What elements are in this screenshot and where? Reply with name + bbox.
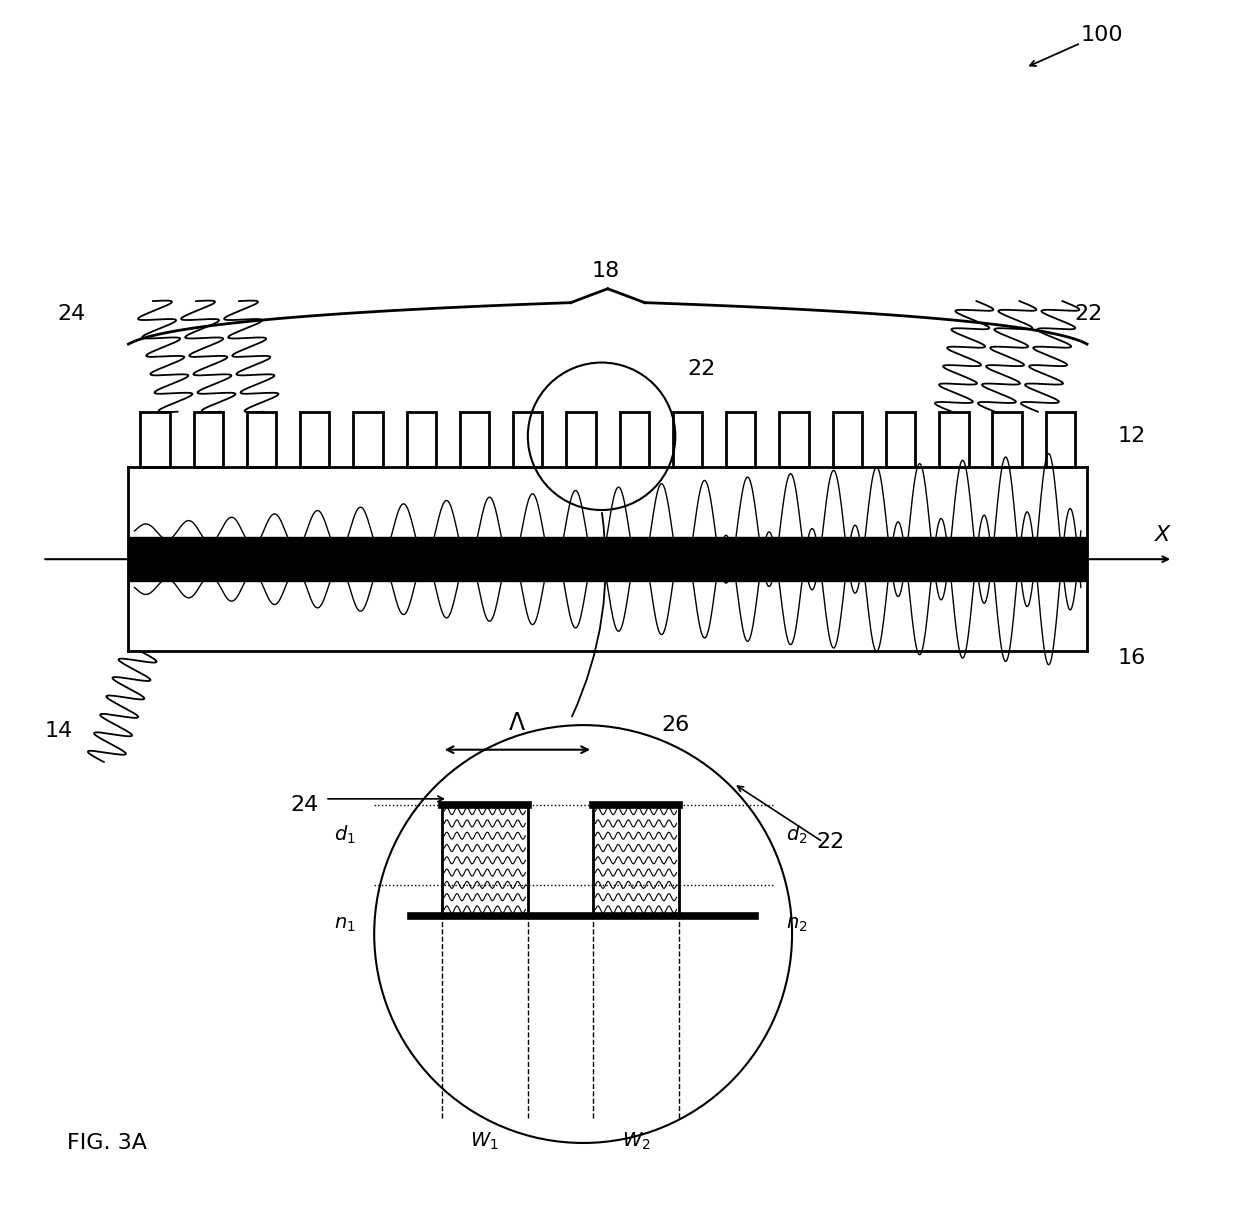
- Bar: [833, 412, 862, 467]
- Bar: [939, 412, 968, 467]
- Bar: [780, 412, 808, 467]
- Text: 14: 14: [45, 721, 73, 741]
- Bar: [1045, 412, 1075, 467]
- Text: 24: 24: [290, 795, 319, 815]
- Text: FIG. 3A: FIG. 3A: [67, 1133, 148, 1153]
- Text: $n_2$: $n_2$: [786, 914, 807, 934]
- Bar: [885, 412, 915, 467]
- Bar: [992, 412, 1022, 467]
- Text: $\Lambda$: $\Lambda$: [508, 710, 526, 735]
- Bar: [140, 412, 170, 467]
- Text: 18: 18: [591, 261, 619, 280]
- Bar: [300, 412, 330, 467]
- Bar: [513, 412, 542, 467]
- Bar: [620, 412, 649, 467]
- Bar: [353, 412, 383, 467]
- Bar: [193, 412, 223, 467]
- Text: 22: 22: [1075, 304, 1104, 323]
- Bar: [460, 412, 490, 467]
- Text: 22: 22: [688, 359, 715, 379]
- Bar: [673, 412, 702, 467]
- Bar: [727, 412, 755, 467]
- Text: 12: 12: [1117, 426, 1146, 446]
- Text: 24: 24: [57, 304, 86, 323]
- Text: $d_2$: $d_2$: [786, 823, 807, 847]
- Bar: [593, 805, 680, 916]
- Text: 16: 16: [1117, 648, 1146, 667]
- Bar: [407, 412, 436, 467]
- Text: X: X: [1154, 525, 1169, 544]
- Bar: [247, 412, 277, 467]
- Text: 26: 26: [661, 715, 689, 735]
- Text: $n_1$: $n_1$: [334, 914, 356, 934]
- Text: $W_1$: $W_1$: [470, 1131, 500, 1152]
- Text: $W_2$: $W_2$: [621, 1131, 650, 1152]
- Text: 22: 22: [817, 832, 844, 852]
- Bar: [567, 412, 595, 467]
- Text: $d_1$: $d_1$: [334, 823, 356, 847]
- Text: 100: 100: [1081, 25, 1123, 44]
- Bar: [441, 805, 528, 916]
